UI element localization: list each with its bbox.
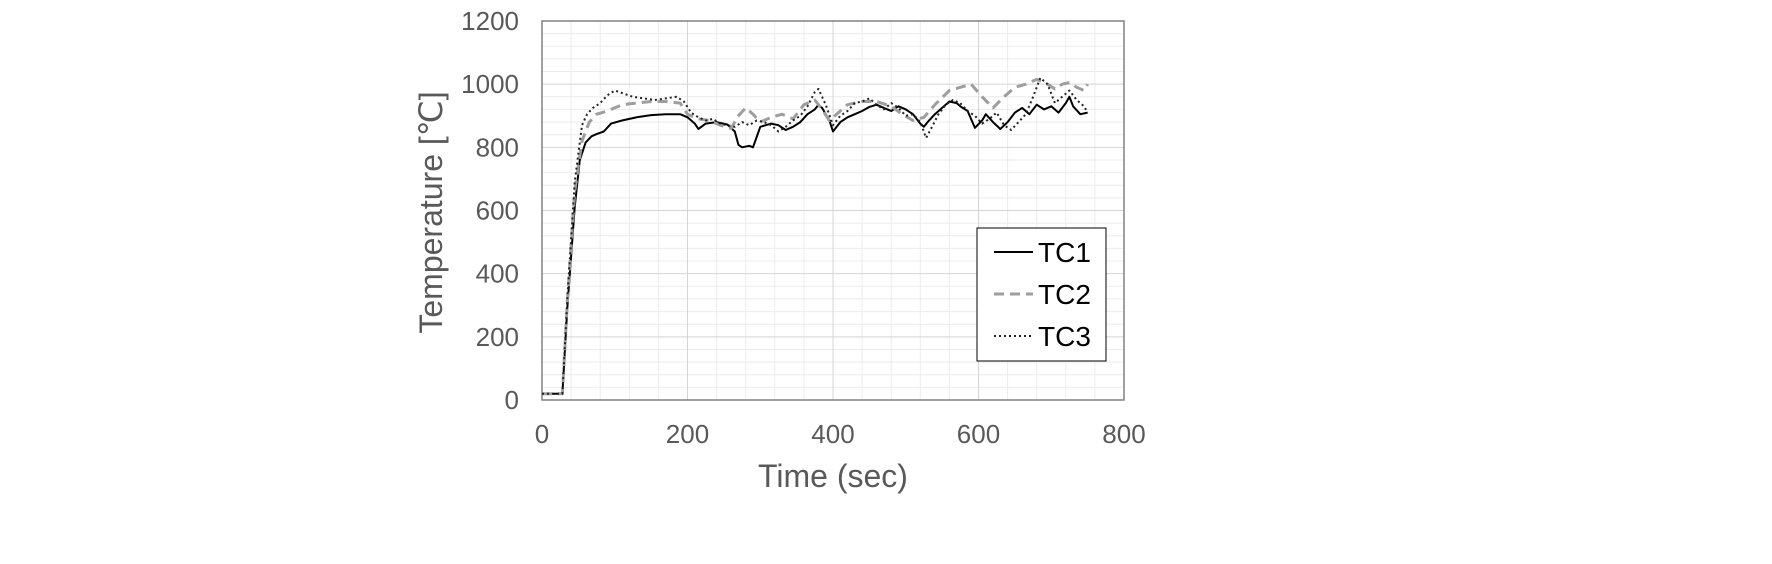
plot-area-border [541,20,1125,401]
y-tick-label: 1000 [461,69,519,99]
legend-label-tc1: TC1 [1038,237,1091,268]
y-tick-label: 400 [476,259,519,289]
series-line-tc3 [542,76,1089,395]
y-axis-tick-labels: 0 200 400 600 800 1000 1200 [461,6,519,415]
y-axis-title: Temperature [℃] [413,91,449,333]
y-tick-label: 600 [476,196,519,226]
legend-label-tc2: TC2 [1038,279,1091,310]
legend-label-tc3: TC3 [1038,321,1091,352]
x-tick-label: 800 [1102,419,1145,449]
x-tick-label: 0 [535,419,549,449]
series-line-tc1 [542,95,1088,395]
y-tick-label: 200 [476,322,519,352]
x-axis-tick-labels: 0 200 400 600 800 [535,419,1146,449]
x-tick-label: 200 [666,419,709,449]
series-line-tc2 [542,77,1089,396]
y-tick-label: 800 [476,132,519,162]
y-tick-label: 1200 [461,6,519,36]
x-tick-label: 600 [957,419,1000,449]
series-layer [542,76,1089,396]
legend: TC1 TC2 TC3 [976,227,1107,362]
x-axis-title: Time (sec) [758,458,908,494]
legend-items: TC1 TC2 TC3 [994,237,1091,352]
y-tick-label: 0 [505,385,519,415]
x-tick-label: 400 [811,419,854,449]
